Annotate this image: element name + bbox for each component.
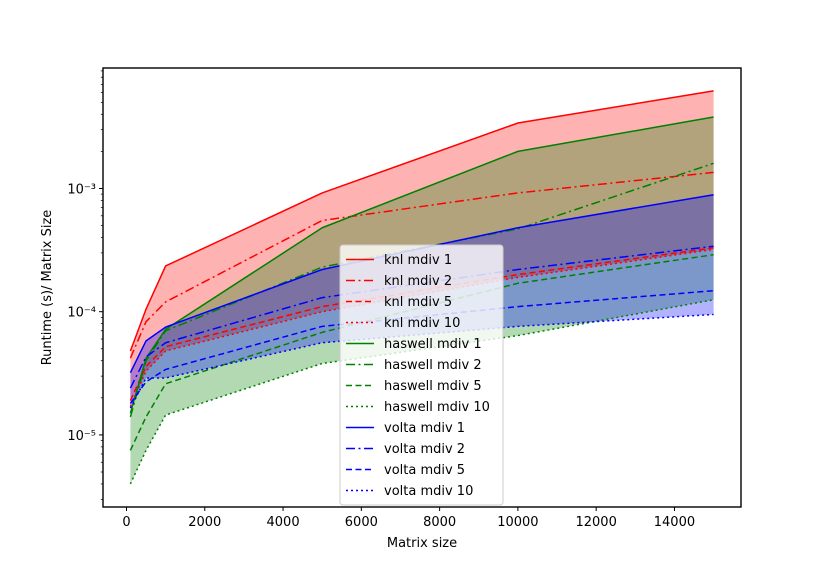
x-axis-label: Matrix size (387, 536, 457, 551)
legend-label: haswell mdiv 10 (384, 400, 490, 415)
legend-label: volta mdiv 5 (384, 463, 465, 478)
series-line-knl-mdiv-5 (129, 247, 714, 401)
x-tick-label: 8000 (423, 515, 456, 530)
plot-frame (102, 67, 742, 508)
series-line-haswell-mdiv-1 (129, 116, 714, 414)
series-line-volta-mdiv-5 (129, 289, 714, 404)
legend-label: knl mdiv 2 (384, 274, 452, 289)
legend-label: knl mdiv 10 (384, 316, 460, 331)
x-tick-label: 4000 (267, 515, 300, 530)
y-tick-label: 10⁻⁴ (67, 306, 96, 321)
legend-label: volta mdiv 1 (384, 421, 465, 436)
legend-box (339, 244, 504, 506)
series-line-haswell-mdiv-10 (129, 299, 714, 485)
legend-label: knl mdiv 1 (384, 253, 452, 268)
legend-label: haswell mdiv 1 (384, 337, 482, 352)
axes: 0 2000 4000 6000 8000 10000 12000 14000 10⁻⁵ 10⁻⁴… (67, 67, 742, 530)
series-line-volta-mdiv-2 (129, 245, 714, 389)
series-line-haswell-mdiv-2 (129, 162, 714, 418)
series-lines (129, 90, 714, 485)
series-line-haswell-mdiv-5 (129, 253, 714, 451)
series-line-volta-mdiv-1 (129, 193, 714, 374)
series-line-knl-mdiv-1 (129, 90, 714, 352)
legend-label: volta mdiv 10 (384, 484, 473, 499)
x-tick-label: 12000 (575, 515, 616, 530)
x-tick-label: 6000 (345, 515, 378, 530)
y-tick-label: 10⁻⁵ (67, 429, 96, 444)
y-axis-label: Runtime (s)/ Matrix Size (40, 210, 55, 366)
legend-label: knl mdiv 5 (384, 295, 452, 310)
legend-label: volta mdiv 2 (384, 442, 465, 457)
x-tick-label: 10000 (497, 515, 538, 530)
x-tick-label: 14000 (654, 515, 695, 530)
y-tick-label: 10⁻³ (67, 182, 96, 197)
legend: knl mdiv 1 knl mdiv 2 knl mdiv 5 knl mdiv 1… (339, 244, 504, 506)
series-line-knl-mdiv-2 (129, 171, 714, 359)
x-tick-label: 2000 (188, 515, 221, 530)
legend-label: haswell mdiv 2 (384, 358, 482, 373)
legend-label: haswell mdiv 5 (384, 379, 482, 394)
x-tick-label: 0 (122, 515, 130, 530)
